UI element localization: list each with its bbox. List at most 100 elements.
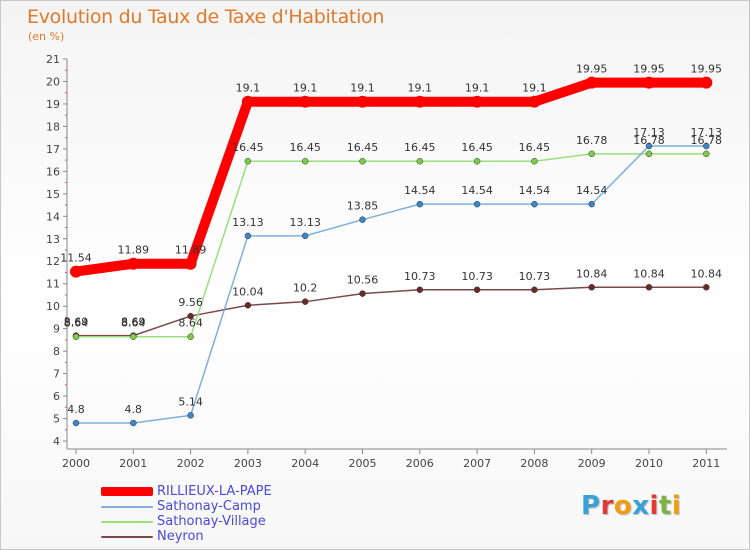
y-tick-label: 18 xyxy=(46,120,60,133)
data-label: 16.45 xyxy=(519,141,551,154)
data-label: 14.54 xyxy=(519,184,551,197)
legend-label-sathonay-village: Sathonay-Village xyxy=(157,514,266,529)
x-tick-label: 2011 xyxy=(692,457,720,470)
legend-swatch-neyron xyxy=(101,536,153,538)
y-tick-label: 20 xyxy=(46,75,60,88)
x-tick-label: 2002 xyxy=(177,457,205,470)
data-point xyxy=(645,150,653,158)
data-point xyxy=(473,286,481,294)
data-point xyxy=(301,232,309,240)
data-label: 19.1 xyxy=(236,82,261,95)
x-tick-label: 2008 xyxy=(520,457,548,470)
data-label: 16.45 xyxy=(461,141,493,154)
y-tick-label: 17 xyxy=(46,143,60,156)
data-label: 14.54 xyxy=(404,184,436,197)
data-point xyxy=(528,95,541,108)
data-label: 10.84 xyxy=(576,267,608,280)
data-point xyxy=(127,257,140,270)
data-point xyxy=(643,76,655,89)
data-label: 14.54 xyxy=(576,184,608,197)
data-point xyxy=(70,265,82,278)
data-label: 8.69 xyxy=(64,316,89,329)
data-label: 19.95 xyxy=(576,63,608,76)
data-label: 10.56 xyxy=(347,274,379,287)
data-point xyxy=(700,76,713,89)
data-label: 14.54 xyxy=(461,184,493,197)
x-tick-label: 2000 xyxy=(62,457,90,470)
data-point xyxy=(299,95,312,108)
logo-letter: i xyxy=(649,491,659,521)
data-point xyxy=(130,419,137,427)
data-label: 10.73 xyxy=(404,270,436,283)
data-point xyxy=(301,298,309,305)
logo-letter: o xyxy=(613,491,633,521)
data-label: 19.95 xyxy=(633,63,665,76)
x-tick-label: 2010 xyxy=(635,457,663,470)
data-label: 19.1 xyxy=(408,82,433,95)
x-tick-label: 2009 xyxy=(578,457,606,470)
y-tick-label: 9 xyxy=(53,323,60,336)
x-tick-label: 2007 xyxy=(463,457,491,470)
data-point xyxy=(588,200,595,208)
data-point xyxy=(703,284,710,291)
data-label: 16.45 xyxy=(289,141,321,154)
chart-title: Evolution du Taux de Taxe d'Habitation xyxy=(27,6,385,28)
data-label: 8.69 xyxy=(121,316,146,329)
series-line-sathonay-village xyxy=(75,153,708,338)
data-point xyxy=(531,157,538,165)
y-tick-label: 14 xyxy=(46,210,60,223)
legend-swatch-sathonay-camp xyxy=(101,506,153,508)
data-point xyxy=(187,333,194,340)
data-point xyxy=(645,142,653,150)
data-point xyxy=(588,150,595,158)
data-label: 11.54 xyxy=(60,252,92,265)
y-tick-label: 19 xyxy=(46,98,60,111)
data-point xyxy=(359,157,366,165)
legend-label-rillieux: RILLIEUX-LA-PAPE xyxy=(157,484,272,499)
data-label: 4.8 xyxy=(125,403,143,416)
legend-label-neyron: Neyron xyxy=(157,529,204,544)
data-label: 17.13 xyxy=(691,126,723,139)
data-point xyxy=(184,257,197,270)
data-label: 10.84 xyxy=(691,267,723,280)
y-tick-label: 10 xyxy=(46,300,60,313)
data-label: 5.14 xyxy=(178,395,203,408)
data-label: 19.1 xyxy=(465,82,490,95)
data-label: 16.45 xyxy=(404,141,436,154)
data-point xyxy=(130,333,137,340)
data-label: 16.78 xyxy=(691,134,723,147)
data-point xyxy=(531,286,538,294)
y-tick-label: 21 xyxy=(46,53,60,66)
data-point xyxy=(241,95,254,108)
data-point xyxy=(72,419,80,427)
data-label: 16.78 xyxy=(633,134,665,147)
x-tick-label: 2004 xyxy=(291,457,319,470)
logo-letter: r xyxy=(600,491,614,521)
data-point xyxy=(585,76,598,89)
data-label: 13.13 xyxy=(289,216,321,229)
data-point xyxy=(244,232,252,240)
data-label: 10.84 xyxy=(633,267,665,280)
data-label: 10.2 xyxy=(293,282,318,295)
data-label: 13.85 xyxy=(347,200,379,213)
data-label: 10.73 xyxy=(519,270,551,283)
x-tick-label: 2006 xyxy=(406,457,434,470)
proxiti-logo: Proxiti xyxy=(581,491,681,521)
data-point xyxy=(703,142,710,150)
legend-label-sathonay-camp: Sathonay-Camp xyxy=(157,499,261,514)
data-point xyxy=(531,200,538,208)
y-tick-label: 5 xyxy=(53,413,60,426)
data-label: 8.64 xyxy=(64,317,89,330)
x-tick-label: 2003 xyxy=(234,457,262,470)
data-point xyxy=(416,157,424,165)
data-point xyxy=(413,95,426,108)
data-label: 11.89 xyxy=(118,244,150,257)
y-tick-label: 4 xyxy=(53,435,60,448)
data-label: 19.1 xyxy=(350,82,375,95)
data-point xyxy=(473,200,481,208)
legend-swatch-sathonay-village xyxy=(101,521,153,523)
logo-letter: x xyxy=(632,491,650,521)
data-label: 9.56 xyxy=(178,296,203,309)
data-label: 10.04 xyxy=(232,285,264,298)
